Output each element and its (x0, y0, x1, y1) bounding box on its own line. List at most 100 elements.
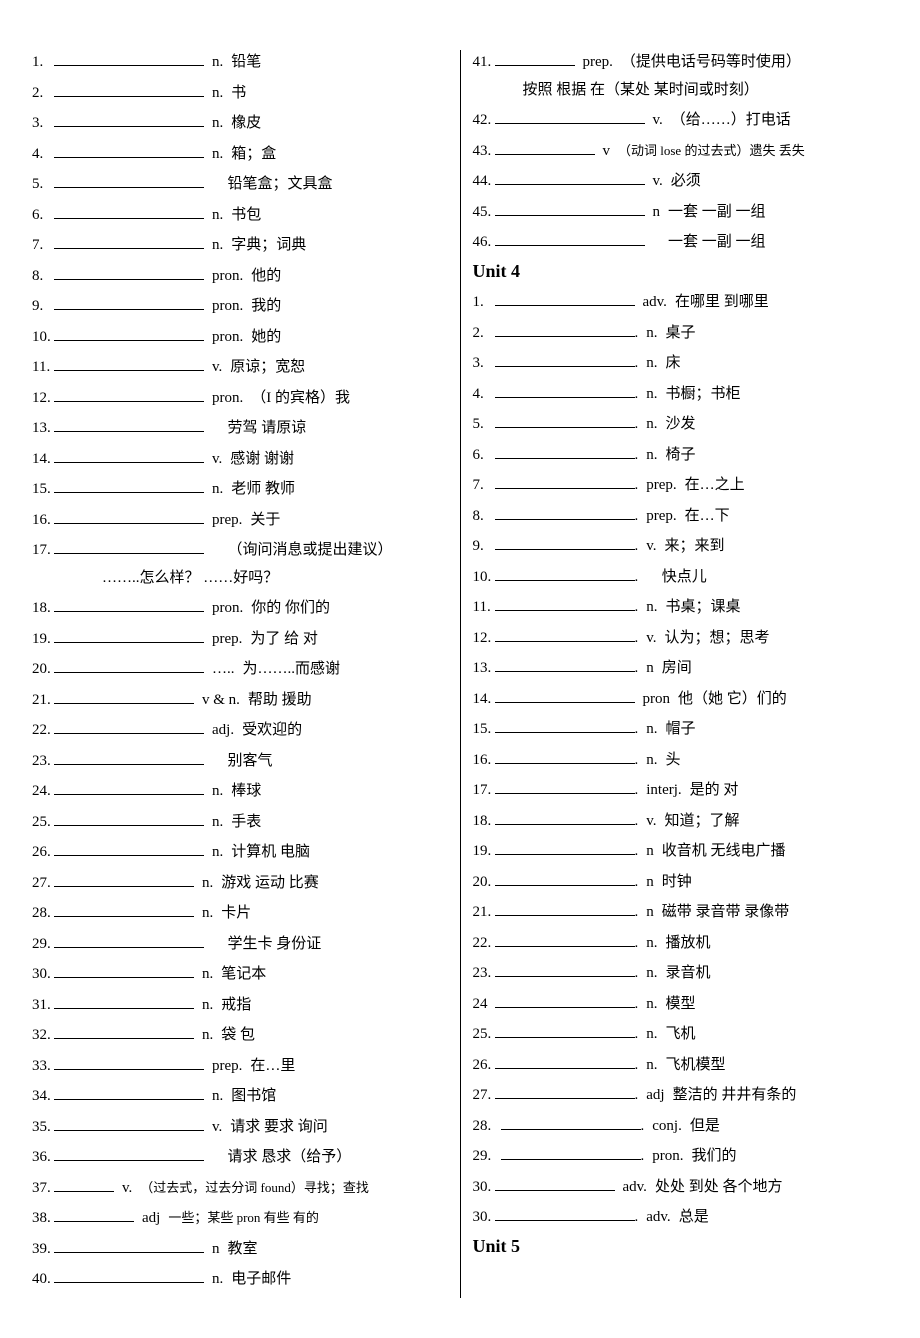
fill-blank[interactable] (495, 534, 635, 550)
fill-blank[interactable] (54, 993, 194, 1009)
fill-blank[interactable] (54, 233, 204, 249)
fill-blank[interactable] (495, 809, 635, 825)
fill-blank[interactable] (54, 1084, 204, 1100)
part-of-speech: prep. (212, 511, 242, 529)
fill-blank[interactable] (54, 627, 204, 643)
fill-blank[interactable] (54, 1267, 204, 1283)
fill-blank[interactable] (495, 321, 635, 337)
row-number: 20. (473, 873, 495, 891)
fill-blank[interactable] (495, 717, 635, 733)
row-number: 12. (473, 629, 495, 647)
fill-blank[interactable] (501, 1114, 641, 1130)
row-number: 5. (32, 175, 54, 193)
fill-blank[interactable] (495, 687, 635, 703)
fill-blank[interactable] (54, 203, 204, 219)
fill-blank[interactable] (54, 718, 204, 734)
row-number: 11. (32, 358, 54, 376)
fill-blank[interactable] (495, 961, 635, 977)
fill-blank[interactable] (54, 172, 204, 188)
fill-blank[interactable] (54, 779, 204, 795)
fill-blank[interactable] (54, 962, 194, 978)
row-dot: . (635, 903, 639, 921)
row-number: 16. (473, 751, 495, 769)
row-dot: . (635, 446, 639, 464)
fill-blank[interactable] (495, 565, 635, 581)
definition: 我们的 (692, 1147, 889, 1165)
fill-blank[interactable] (495, 50, 575, 66)
fill-blank[interactable] (54, 840, 204, 856)
vocab-row: 10.. 快点儿 (473, 565, 889, 586)
fill-blank[interactable] (54, 596, 204, 612)
definition: （给……）打电话 (671, 111, 888, 129)
definition: 字典；词典 (231, 236, 447, 254)
part-of-speech: n. (212, 114, 223, 132)
fill-blank[interactable] (54, 325, 204, 341)
fill-blank[interactable] (495, 900, 635, 916)
fill-blank[interactable] (54, 416, 204, 432)
fill-blank[interactable] (54, 749, 204, 765)
fill-blank[interactable] (54, 508, 204, 524)
definition: 房间 (662, 659, 888, 677)
fill-blank[interactable] (54, 142, 204, 158)
fill-blank[interactable] (54, 81, 204, 97)
fill-blank[interactable] (54, 355, 204, 371)
fill-blank[interactable] (54, 1206, 134, 1222)
part-of-speech: n. (646, 751, 657, 769)
fill-blank[interactable] (495, 1175, 615, 1191)
fill-blank[interactable] (495, 108, 645, 124)
fill-blank[interactable] (54, 932, 204, 948)
part-of-speech: adv. (646, 1208, 670, 1226)
fill-blank[interactable] (495, 1083, 635, 1099)
fill-blank[interactable] (495, 139, 595, 155)
fill-blank[interactable] (54, 1115, 204, 1131)
fill-blank[interactable] (54, 1145, 204, 1161)
fill-blank[interactable] (501, 1144, 641, 1160)
fill-blank[interactable] (54, 871, 194, 887)
fill-blank[interactable] (54, 447, 204, 463)
fill-blank[interactable] (495, 230, 645, 246)
fill-blank[interactable] (54, 901, 194, 917)
fill-blank[interactable] (54, 657, 204, 673)
fill-blank[interactable] (54, 1023, 194, 1039)
fill-blank[interactable] (54, 1176, 114, 1192)
fill-blank[interactable] (54, 477, 204, 493)
part-of-speech: pron. (212, 267, 243, 285)
fill-blank[interactable] (495, 595, 635, 611)
fill-blank[interactable] (495, 778, 635, 794)
fill-blank[interactable] (495, 504, 635, 520)
fill-blank[interactable] (495, 412, 635, 428)
fill-blank[interactable] (495, 1205, 635, 1221)
fill-blank[interactable] (495, 443, 635, 459)
fill-blank[interactable] (54, 50, 204, 66)
fill-blank[interactable] (54, 294, 204, 310)
fill-blank[interactable] (495, 290, 635, 306)
fill-blank[interactable] (54, 386, 204, 402)
vocab-row: 39.n教室 (32, 1237, 448, 1258)
fill-blank[interactable] (54, 111, 204, 127)
fill-blank[interactable] (495, 748, 635, 764)
fill-blank[interactable] (54, 1054, 204, 1070)
fill-blank[interactable] (495, 931, 635, 947)
fill-blank[interactable] (495, 870, 635, 886)
fill-blank[interactable] (495, 169, 645, 185)
fill-blank[interactable] (495, 626, 635, 642)
part-of-speech: interj. (646, 781, 681, 799)
part-of-speech: n. (646, 720, 657, 738)
row-number: 27. (473, 1086, 495, 1104)
fill-blank[interactable] (495, 839, 635, 855)
fill-blank[interactable] (495, 656, 635, 672)
fill-blank[interactable] (495, 1022, 635, 1038)
fill-blank[interactable] (54, 538, 204, 554)
vocab-row-sub: ……..怎么样？ ……好吗？ (102, 569, 448, 587)
fill-blank[interactable] (495, 382, 635, 398)
definition: 别客气 (228, 752, 448, 770)
fill-blank[interactable] (495, 351, 635, 367)
fill-blank[interactable] (495, 473, 635, 489)
fill-blank[interactable] (495, 992, 635, 1008)
fill-blank[interactable] (495, 200, 645, 216)
fill-blank[interactable] (54, 1237, 204, 1253)
fill-blank[interactable] (54, 688, 194, 704)
fill-blank[interactable] (54, 810, 204, 826)
fill-blank[interactable] (495, 1053, 635, 1069)
fill-blank[interactable] (54, 264, 204, 280)
